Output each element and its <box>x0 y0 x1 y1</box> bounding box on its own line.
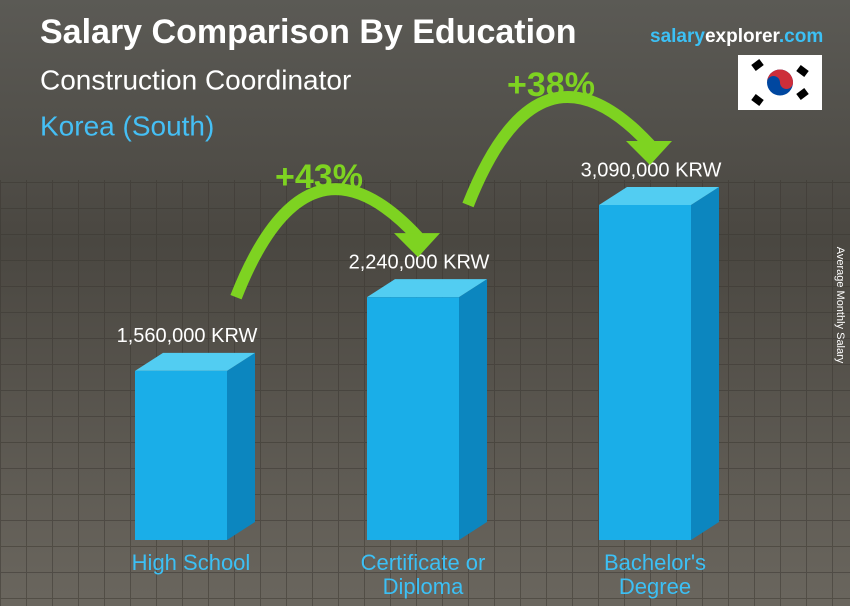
chart-subtitle: Construction Coordinator <box>40 64 351 95</box>
y-axis-label: Average Monthly Salary <box>834 247 846 364</box>
arrow-arc <box>462 91 655 208</box>
bar <box>135 370 227 540</box>
arrow-head <box>626 141 672 165</box>
annotation: +43% <box>275 158 363 196</box>
brand-part: explorer <box>705 26 781 47</box>
value-label: 2,240,000 KRW <box>349 251 490 273</box>
bar-top <box>367 279 487 298</box>
brand-part: salary <box>650 26 705 47</box>
x-tick-label: High School <box>131 550 251 575</box>
flag <box>738 55 822 110</box>
arrow-arc <box>230 183 423 300</box>
bar-top <box>135 352 255 371</box>
bar-side <box>459 279 487 540</box>
brand: salaryexplorer.com <box>650 26 823 47</box>
value-label: 1,560,000 KRW <box>117 325 258 347</box>
x-tick-label: Bachelor's Degree <box>603 550 707 599</box>
location: Korea (South) <box>40 110 214 141</box>
x-tick-label: Certificate or Diploma <box>360 550 486 599</box>
bar <box>367 297 459 540</box>
arrow-head <box>394 233 440 258</box>
bar-side <box>691 187 719 540</box>
bar <box>599 205 691 540</box>
bar-side <box>227 352 255 540</box>
annotation: +38% <box>507 66 595 104</box>
value-label: 3,090,000 KRW <box>581 159 722 181</box>
chart-title: Salary Comparison By Education <box>40 13 577 51</box>
bar-top <box>599 187 719 205</box>
brand-part: .com <box>779 26 823 47</box>
